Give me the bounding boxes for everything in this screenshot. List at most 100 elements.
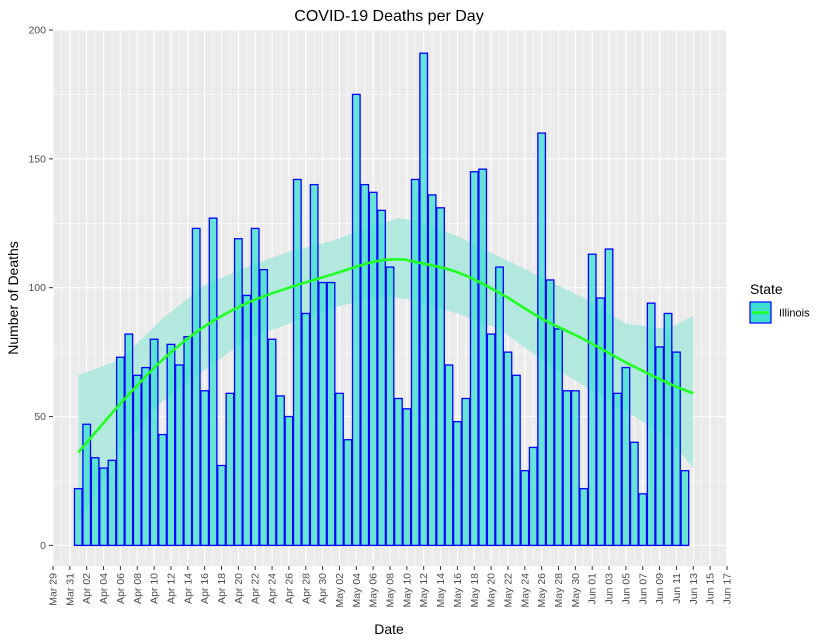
bar	[478, 168, 488, 547]
bar	[545, 279, 555, 547]
bar	[217, 464, 226, 547]
bar	[638, 493, 648, 547]
x-tick-label: Jun 17	[722, 573, 734, 605]
bar	[132, 374, 142, 547]
x-tick-label: Apr 02	[81, 573, 93, 604]
bar	[309, 183, 319, 547]
bar	[427, 194, 437, 547]
x-tick-label: Apr 20	[233, 573, 245, 604]
x-tick-label: Apr 16	[199, 573, 211, 604]
x-tick-label: Mar 29	[48, 573, 60, 606]
bar	[200, 390, 210, 547]
bar	[672, 351, 681, 547]
bar	[115, 356, 125, 547]
x-tick-label: May 08	[385, 573, 397, 608]
bar	[326, 281, 336, 547]
bar	[655, 346, 665, 547]
x-tick-label: Apr 08	[132, 573, 144, 604]
x-tick-label: Apr 24	[267, 573, 279, 604]
x-tick-label: May 30	[570, 573, 582, 608]
bar	[385, 266, 395, 547]
bar	[368, 191, 378, 547]
bar	[343, 439, 353, 547]
bar	[486, 333, 496, 547]
bar	[276, 395, 285, 547]
bar	[242, 294, 252, 547]
bar	[537, 132, 547, 547]
x-tick-label: Mar 31	[64, 573, 76, 606]
bar	[208, 217, 218, 547]
x-tick-label: Jun 01	[587, 573, 599, 605]
x-tick-label: Apr 12	[165, 573, 177, 604]
bar	[511, 374, 521, 547]
x-tick-label: Jun 15	[705, 573, 717, 605]
bar	[225, 392, 235, 547]
bar	[124, 333, 134, 547]
y-tick-label: 0	[40, 540, 46, 552]
bar	[495, 266, 504, 547]
x-tick-label: May 04	[351, 573, 363, 608]
x-tick-label: May 12	[418, 573, 430, 608]
bar	[174, 364, 184, 547]
bar	[158, 433, 167, 547]
x-tick-label: May 02	[334, 573, 346, 608]
smooth-line	[77, 258, 694, 454]
bar	[183, 335, 193, 547]
x-tick-label: May 16	[452, 573, 464, 608]
bar	[646, 302, 656, 547]
bar	[520, 469, 530, 547]
bar	[419, 52, 429, 547]
x-tick-label: May 26	[536, 573, 548, 608]
x-tick-label: Jun 07	[637, 573, 649, 605]
x-tick-label: May 18	[469, 573, 481, 608]
x-tick-label: Apr 18	[216, 573, 228, 604]
x-axis-title: Date	[374, 621, 404, 637]
legend-label-illinois: Illinois	[779, 308, 810, 320]
bar	[250, 227, 260, 547]
x-tick-label: May 14	[435, 573, 447, 608]
bar	[613, 392, 622, 547]
x-tick-label: May 22	[502, 573, 514, 608]
bar	[335, 392, 344, 547]
bar	[166, 343, 176, 547]
x-tick-label: Apr 22	[250, 573, 262, 604]
bar	[410, 178, 420, 547]
bar	[284, 415, 294, 547]
bar	[191, 227, 201, 547]
bar	[267, 338, 277, 547]
bar	[141, 366, 151, 547]
bar	[604, 248, 614, 547]
bar	[621, 366, 631, 547]
x-tick-label: Jun 13	[688, 573, 700, 605]
bar	[570, 390, 580, 547]
bar	[73, 488, 83, 547]
bar	[318, 281, 328, 547]
y-tick-label: 150	[28, 153, 46, 165]
y-tick-label: 50	[34, 411, 46, 423]
bar	[301, 312, 311, 547]
x-tick-label: Apr 10	[149, 573, 161, 604]
x-tick-label: Apr 26	[283, 573, 295, 604]
bar	[579, 488, 589, 547]
bar	[596, 297, 606, 547]
legend-title: State	[750, 281, 783, 297]
bar	[587, 253, 597, 547]
bar	[461, 397, 471, 547]
bar	[233, 238, 243, 547]
x-tick-label: Apr 06	[115, 573, 127, 604]
y-axis-title: Number of Deaths	[5, 241, 21, 355]
x-axis: Mar 29 Mar 31 Apr 02 Apr 04 Apr 06 Apr 08 Apr …	[48, 566, 734, 607]
y-tick-label: 200	[28, 25, 46, 37]
x-tick-label: May 28	[553, 573, 565, 608]
bar	[149, 338, 159, 547]
bar-layer	[73, 52, 690, 547]
smooth-line-layer	[77, 258, 694, 454]
bar	[528, 446, 538, 547]
y-axis: 0 50 100 150 200	[28, 25, 53, 552]
bar	[360, 183, 370, 547]
x-tick-label: May 20	[486, 573, 498, 608]
bar	[503, 351, 513, 547]
bar	[554, 328, 563, 547]
bar	[107, 459, 117, 547]
